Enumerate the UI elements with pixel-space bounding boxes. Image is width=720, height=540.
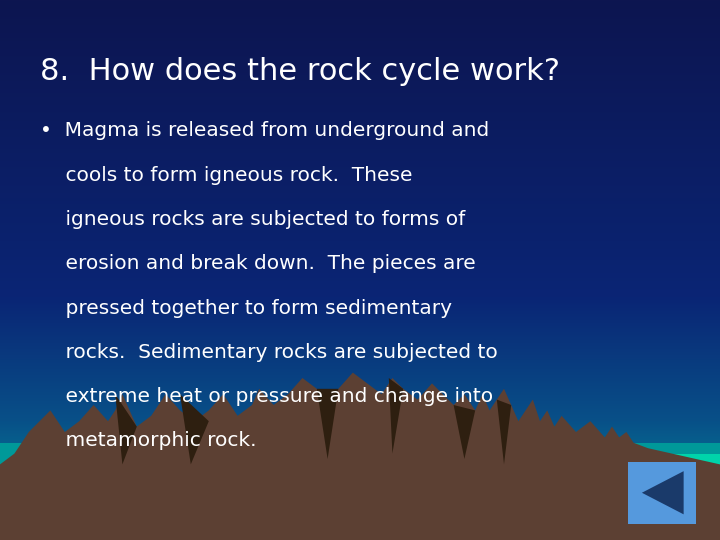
Bar bbox=[0, 443, 720, 540]
Bar bbox=[628, 462, 696, 524]
Bar bbox=[518, 454, 720, 540]
Polygon shape bbox=[115, 394, 137, 464]
Text: extreme heat or pressure and change into: extreme heat or pressure and change into bbox=[40, 387, 492, 406]
Polygon shape bbox=[317, 389, 338, 459]
Polygon shape bbox=[642, 471, 684, 514]
Polygon shape bbox=[497, 400, 511, 464]
Polygon shape bbox=[454, 405, 475, 459]
Polygon shape bbox=[180, 394, 209, 464]
Text: metamorphic rock.: metamorphic rock. bbox=[40, 431, 256, 450]
Text: pressed together to form sedimentary: pressed together to form sedimentary bbox=[40, 299, 451, 318]
Text: erosion and break down.  The pieces are: erosion and break down. The pieces are bbox=[40, 254, 475, 273]
Polygon shape bbox=[0, 373, 720, 540]
Text: •  Magma is released from underground and: • Magma is released from underground and bbox=[40, 122, 489, 140]
Text: cools to form igneous rock.  These: cools to form igneous rock. These bbox=[40, 166, 412, 185]
Text: rocks.  Sedimentary rocks are subjected to: rocks. Sedimentary rocks are subjected t… bbox=[40, 343, 498, 362]
Polygon shape bbox=[389, 378, 403, 454]
Text: 8.  How does the rock cycle work?: 8. How does the rock cycle work? bbox=[40, 57, 559, 86]
Text: igneous rocks are subjected to forms of: igneous rocks are subjected to forms of bbox=[40, 210, 465, 229]
